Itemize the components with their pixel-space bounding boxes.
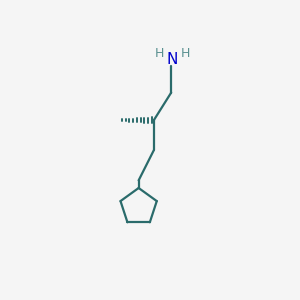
Text: N: N [167,52,178,67]
Text: H: H [181,47,190,60]
Text: H: H [155,47,164,60]
